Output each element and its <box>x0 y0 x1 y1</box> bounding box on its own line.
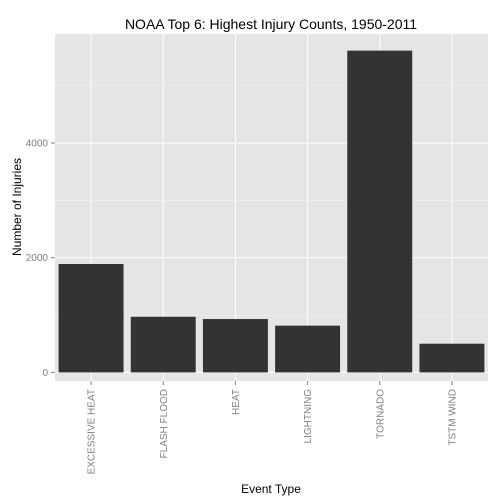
bar-flash-flood <box>130 316 196 373</box>
x-tick-label: EXCESSIVE HEAT <box>87 389 98 474</box>
y-tick-label: 0 <box>42 368 48 379</box>
x-tick-label: FLASH FLOOD <box>159 389 170 458</box>
x-axis: EXCESSIVE HEAT FLASH FLOOD HEAT LIGHTNING TO… <box>87 381 458 474</box>
bars <box>58 50 485 373</box>
y-axis-title: Number of Injuries <box>10 158 24 256</box>
y-tick-label: 4000 <box>26 138 49 149</box>
y-axis: 0 2000 4000 <box>26 138 55 379</box>
bar-tornado <box>347 50 413 373</box>
x-tick-label: HEAT <box>231 389 242 415</box>
x-axis-title: Event Type <box>241 482 301 496</box>
bar-tstm-wind <box>419 343 485 373</box>
x-tick-label: TSTM WIND <box>447 389 458 446</box>
x-tick-label: TORNADO <box>375 389 386 439</box>
bar-heat <box>202 319 268 373</box>
plot-panel <box>55 34 488 381</box>
x-tick-label: LIGHTNING <box>303 389 314 444</box>
bar-excessive-heat <box>58 263 124 373</box>
y-tick-label: 2000 <box>26 253 49 264</box>
chart-title: NOAA Top 6: Highest Injury Counts, 1950-… <box>125 16 417 32</box>
bar-lightning <box>275 325 341 373</box>
